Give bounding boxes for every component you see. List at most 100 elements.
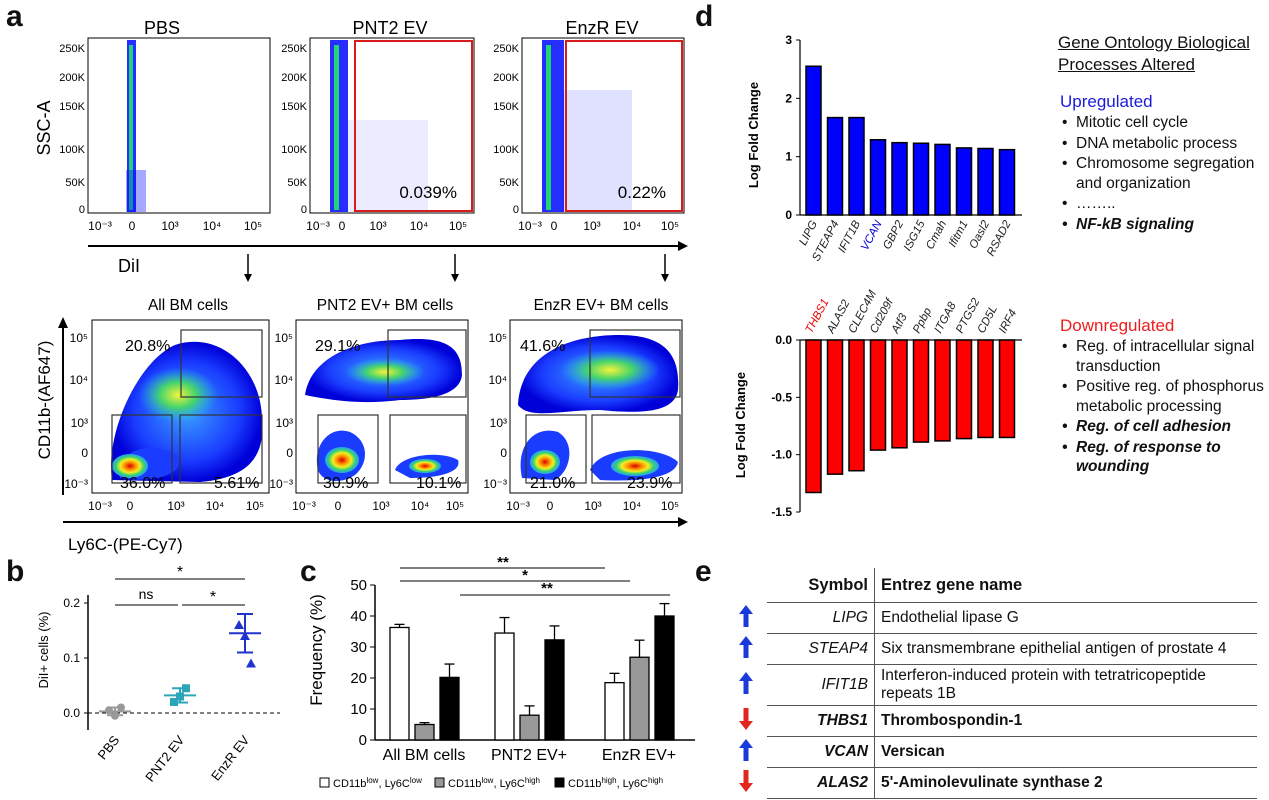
gene-row: STEAP4 Six transmembrane epithelial anti… — [725, 633, 1257, 665]
gene-row: VCAN Versican — [725, 736, 1257, 768]
d-down-ytick-label: -0.5 — [771, 390, 792, 404]
ytick-top-pnt2-50k: 50K — [287, 177, 307, 189]
title-pbs: PBS — [144, 18, 180, 38]
xtick-top-enzr-4: 10⁴ — [623, 219, 642, 233]
panel-c-ytick-label: 30 — [350, 639, 367, 656]
gene-name: 5'-Aminolevulinate synthase 2 — [874, 767, 1257, 799]
d-up-bar — [955, 147, 973, 216]
panel-letter-e: e — [695, 555, 712, 588]
ytick-top-pbs-150k: 150K — [59, 101, 85, 113]
ytick-b-all-2: 10⁴ — [69, 373, 88, 387]
data-point — [170, 698, 178, 706]
xtick-top-enzr-2: 0 — [551, 219, 558, 233]
bar — [519, 714, 540, 741]
d-up-xlabel: ISG15 — [902, 218, 928, 253]
xtick-top-pbs-3: 10³ — [161, 219, 178, 233]
ytick-top-pnt2-200k: 200K — [281, 72, 307, 84]
title-enzr-bm: EnzR EV+ BM cells — [534, 297, 669, 314]
xtick-b-all-3: 10³ — [167, 499, 184, 513]
panel-c-ylabel: Frequency (%) — [307, 594, 326, 705]
xtick-top-pnt2-1: 10⁻³ — [306, 219, 330, 233]
panel-letter-c: c — [300, 555, 317, 588]
panel-b-ytick-label: 0.2 — [63, 596, 80, 610]
gene-row: LIPG Endothelial lipase G — [725, 602, 1257, 634]
pct-all-high: 20.8% — [125, 338, 170, 355]
gene-symbol: THBS1 — [767, 705, 875, 737]
panel-c-legend: CD11blow, Ly6Clow CD11blow, Ly6Chigh CD1… — [319, 776, 663, 790]
gene-symbol: ALAS2 — [767, 767, 875, 799]
xtick-top-pnt2-3: 10³ — [369, 219, 386, 233]
bar — [604, 682, 625, 741]
d-up-xlabel: VCAN — [859, 218, 885, 252]
xtick-b-enzr-3: 10³ — [584, 499, 601, 513]
header-gene-name: Entrez gene name — [874, 568, 1257, 603]
gate-pct-pnt2: 0.039% — [399, 183, 457, 202]
panel-b-xlabel: EnzR EV — [208, 732, 252, 783]
panel-c-ytick-label: 0 — [359, 732, 367, 749]
bar — [494, 632, 515, 741]
down-item: Reg. of response to wounding — [1062, 438, 1269, 477]
legend-c-1: CD11blow, Ly6Clow — [333, 776, 422, 790]
xtick-b-all-1: 10⁻³ — [88, 499, 112, 513]
pct-all-lowhigh: 5.61% — [214, 475, 259, 492]
xtick-b-all-5: 10⁵ — [246, 499, 264, 513]
title-all-bm: All BM cells — [148, 297, 228, 314]
xtick-b-enzr-1: 10⁻³ — [506, 499, 530, 513]
ytick-b-enzr-5: 10⁻³ — [483, 477, 507, 491]
up-list: Mitotic cell cycle DNA metabolic process… — [1060, 113, 1269, 235]
bar — [654, 615, 675, 741]
ly6c-label: Ly6C-(PE-Cy7) — [68, 535, 183, 554]
panel-letter-a: a — [6, 0, 23, 33]
arrow-down-icon — [725, 768, 767, 799]
ytick-b-all-4: 0 — [81, 446, 88, 460]
top-plot-pbs — [87, 37, 271, 214]
bottom-plot-all-bm: 20.8% 36.0% 5.61% — [91, 319, 270, 494]
ytick-top-pbs-100k: 100K — [59, 144, 85, 156]
up-item: DNA metabolic process — [1062, 134, 1269, 154]
bar — [389, 626, 410, 741]
panel-b-xlabel: PNT2 EV — [142, 732, 187, 784]
ytick-top-pnt2-0: 0 — [301, 204, 307, 216]
sig-c-3: ** — [541, 580, 553, 597]
d-up-ytick-label: 1 — [785, 150, 792, 164]
xtick-top-pbs-4: 10⁴ — [203, 219, 222, 233]
d-up-xlabel: Cmah — [924, 219, 949, 252]
panel-letter-b: b — [6, 555, 25, 588]
d-down-bar — [891, 339, 908, 449]
ytick-b-all-3: 10³ — [71, 416, 88, 430]
gene-row: ALAS2 5'-Aminolevulinate synthase 2 — [725, 767, 1257, 799]
up-item: Mitotic cell cycle — [1062, 113, 1269, 133]
gene-table: Symbol Entrez gene name LIPG Endothelial… — [725, 568, 1257, 799]
ytick-b-pnt2-2: 10⁴ — [274, 373, 293, 387]
d-down-bar — [934, 339, 951, 442]
sig-pnt2-enzr: * — [210, 589, 216, 606]
data-point — [105, 706, 113, 715]
gene-name: Six transmembrane epithelial antigen of … — [874, 633, 1257, 665]
cd11b-label: CD11b-(AF647) — [35, 341, 54, 460]
data-point — [182, 684, 190, 693]
xtick-b-pnt2-2: 0 — [335, 499, 342, 513]
dii-label: DiI — [118, 256, 140, 276]
ytick-b-pnt2-5: 10⁻³ — [269, 477, 293, 491]
ssc-a-label: SSC-A — [34, 100, 54, 155]
xtick-top-pbs-5: 10⁵ — [244, 219, 262, 233]
ytick-top-enzr-200k: 200K — [493, 72, 519, 84]
panel-c-chart: Frequency (%) 0 10 20 30 40 50 All BM cells PN… — [307, 555, 695, 790]
ytick-top-pnt2-150k: 150K — [281, 101, 307, 113]
d-down-ytick-label: 0.0 — [775, 333, 792, 347]
pct-pnt2-high: 29.1% — [315, 338, 360, 355]
ytick-b-enzr-1: 10⁵ — [489, 331, 507, 345]
legend-c-2: CD11blow, Ly6Chigh — [448, 776, 540, 790]
ytick-top-enzr-50k: 50K — [499, 177, 519, 189]
data-point — [111, 711, 119, 720]
xtick-top-pnt2-5: 10⁵ — [449, 219, 467, 233]
panel-c-ytick-label: 10 — [350, 701, 367, 718]
bar — [439, 676, 460, 741]
gene-row: IFIT1B Interferon-induced protein with t… — [725, 664, 1257, 706]
d-down-bar — [977, 339, 994, 439]
gene-name: Endothelial lipase G — [874, 602, 1257, 634]
ytick-b-pnt2-4: 0 — [286, 446, 293, 460]
d-down-ytick-label: -1.5 — [771, 505, 792, 519]
xtick-b-all-2: 0 — [127, 499, 134, 513]
data-point — [246, 658, 256, 668]
